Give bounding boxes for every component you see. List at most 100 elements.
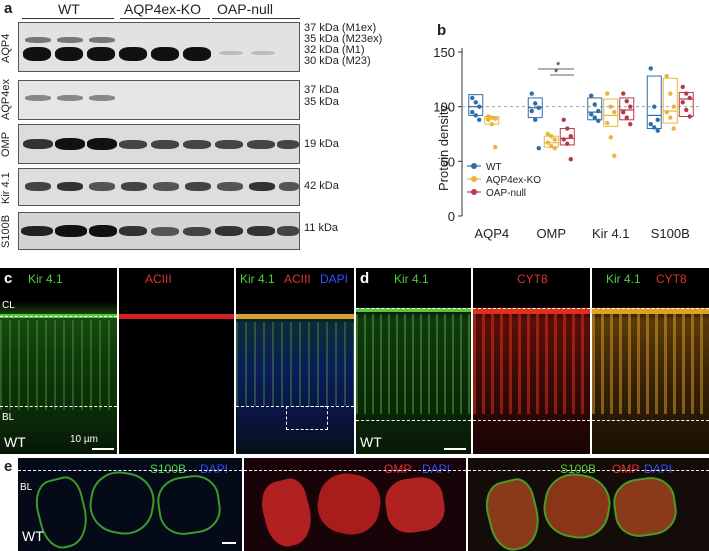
data-point — [549, 143, 554, 149]
blot-s100b — [18, 212, 300, 250]
label-kir41-c: Kir 4.1 — [28, 272, 63, 286]
scale-bar-e — [222, 542, 236, 544]
data-point — [529, 91, 534, 96]
data-point — [655, 128, 660, 133]
blot-aqp4ex — [18, 80, 300, 120]
data-point — [529, 108, 534, 114]
data-point — [489, 115, 494, 120]
data-point — [545, 131, 550, 137]
label-omp-merge-e: OMP — [612, 462, 640, 476]
label-kir41-merge-c: Kir 4.1 — [240, 272, 275, 286]
y-axis-label: Protein density — [436, 105, 451, 191]
label-aciii-merge-c: ACIII — [284, 272, 311, 286]
data-point — [596, 118, 601, 124]
group-line-aqp4ex-ko — [120, 18, 210, 19]
label-s100b-merge-e: S100B — [560, 462, 597, 476]
zoom-box — [286, 406, 328, 430]
label-omp-e: OMP — [384, 462, 412, 476]
group-label-aqp4ex-ko: AQP4ex-KO — [124, 1, 202, 17]
data-point — [605, 91, 610, 96]
blot-aqp4 — [18, 22, 300, 72]
data-point — [589, 93, 594, 98]
y-tick-label: 0 — [448, 209, 455, 224]
x-tick-label: Kir 4.1 — [592, 226, 630, 241]
marker-aqp4-4: 30 kDa (M23) — [304, 55, 371, 67]
data-point — [486, 117, 491, 122]
data-point — [486, 114, 491, 119]
data-point — [608, 135, 613, 140]
label-wt-e: WT — [22, 528, 44, 544]
box — [603, 98, 619, 127]
data-point — [612, 153, 617, 159]
data-point — [470, 109, 475, 115]
label-kir41-merge-d: Kir 4.1 — [606, 272, 641, 286]
marker-kir41: 42 kDa — [304, 180, 339, 192]
data-point — [561, 137, 566, 142]
marker-aqp4ex-1: 37 kDa — [304, 84, 339, 96]
data-point — [592, 115, 597, 120]
legend-label: AQP4ex-KO — [486, 175, 541, 186]
panel-e-s100b-image: S100B DAPI BL WT — [18, 458, 242, 551]
panel-d-cyt8-image: CYT8 — [473, 268, 590, 454]
label-wt-c: WT — [4, 434, 26, 450]
group-label-oap-null: OAP-null — [217, 1, 274, 17]
label-dapi-e2: DAPI — [422, 462, 451, 476]
panel-d-letter: d — [360, 270, 370, 287]
data-point — [565, 126, 570, 131]
data-point — [589, 112, 594, 117]
data-point — [489, 121, 494, 127]
data-point — [621, 91, 626, 96]
legend-marker — [471, 189, 477, 195]
data-point — [568, 133, 573, 139]
data-point — [652, 125, 657, 130]
data-point — [473, 113, 478, 118]
label-dapi-e: DAPI — [200, 462, 229, 476]
x-tick-label: OMP — [536, 226, 566, 241]
label-dapi-merge-e: DAPI — [644, 462, 673, 476]
marker-aqp4-1: 37 kDa (M1ex) — [304, 22, 377, 34]
data-point — [561, 117, 566, 122]
data-point — [671, 104, 676, 109]
group-line-oap-null — [212, 18, 300, 19]
label-aciii-c: ACIII — [145, 272, 172, 286]
data-point — [664, 73, 669, 79]
marker-omp: 19 kDa — [304, 138, 339, 150]
blot-omp — [18, 124, 300, 164]
dashed-line-e2 — [244, 470, 466, 471]
label-dapi-merge-c: DAPI — [320, 272, 349, 286]
data-point — [536, 105, 541, 110]
data-point — [477, 117, 482, 122]
data-point — [624, 115, 629, 120]
data-point — [624, 99, 629, 104]
data-point — [648, 121, 653, 127]
label-s100b-e: S100B — [150, 462, 187, 476]
x-tick-label: S100B — [651, 226, 690, 241]
dashed-line-e1 — [18, 470, 242, 471]
blot-label-omp: OMP — [0, 131, 12, 157]
label-cyt8-merge-d: CYT8 — [656, 272, 687, 286]
data-point — [605, 120, 610, 126]
y-tick-label: 50 — [441, 154, 455, 169]
box-plot-chart: Protein density 0 50 100 150 AQP4 OMP Kir 4.1 S… — [433, 45, 700, 241]
significance-star-1: * — [554, 67, 559, 79]
dashed-line-e3 — [468, 470, 709, 471]
legend-marker — [471, 176, 477, 182]
legend-marker — [471, 163, 477, 169]
data-point — [684, 107, 689, 113]
marker-aqp4ex-2: 35 kDa — [304, 96, 339, 108]
data-point — [545, 140, 550, 145]
dashed-line-d2-bottom — [473, 420, 590, 421]
panel-e-merge-image: S100B OMP DAPI — [468, 458, 709, 551]
data-point — [680, 100, 685, 105]
dashed-line-bottom — [0, 406, 117, 407]
data-point — [493, 116, 498, 121]
label-bl-e: BL — [20, 482, 33, 493]
scale-bar-label: 10 µm — [70, 434, 98, 445]
dashed-line-d2-top — [473, 308, 590, 309]
blot-label-s100b: S100B — [0, 214, 12, 248]
data-point — [628, 104, 633, 109]
data-point — [655, 117, 660, 122]
box — [662, 77, 678, 124]
data-point — [533, 117, 538, 122]
data-point — [493, 144, 498, 150]
